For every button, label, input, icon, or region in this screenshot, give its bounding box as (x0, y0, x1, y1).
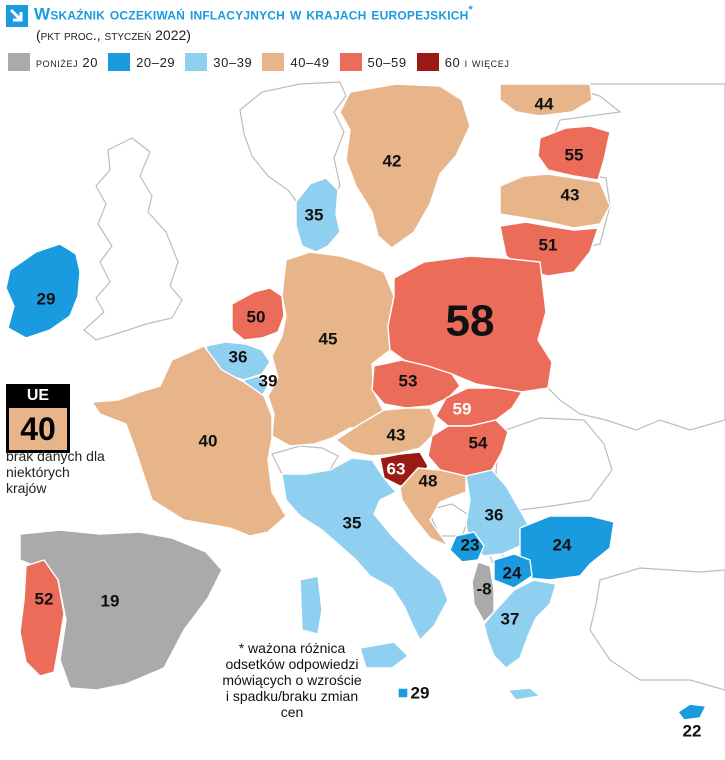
country-austria (334, 407, 437, 457)
value-latvia: 43 (561, 185, 580, 204)
value-estonia: 55 (565, 145, 584, 164)
legend-label: 50–59 (367, 54, 407, 70)
country-france (90, 345, 287, 537)
country-germany (267, 251, 395, 447)
legend-label: 20–29 (136, 54, 176, 70)
value-north-macedonia: 24 (503, 563, 522, 582)
country-value-labels: 44 42 55 43 51 35 29 50 36 39 45 58 53 5… (35, 94, 702, 740)
country-crete (506, 687, 542, 701)
country-norway (239, 81, 347, 209)
legend-item: 30–39 (185, 53, 252, 71)
chart-title: Wskaźnik oczekiwań inflacyjnych w krajac… (34, 4, 473, 25)
legend: poniżej 20 20–29 30–39 40–49 50–59 60 i … (8, 52, 510, 72)
country-greece (483, 579, 557, 669)
value-lithuania: 51 (539, 235, 558, 254)
value-germany: 45 (319, 329, 338, 348)
legend-item: 40–49 (262, 53, 329, 71)
value-spain: 19 (101, 591, 120, 610)
country-serbia (465, 469, 531, 557)
value-ireland: 29 (37, 289, 56, 308)
country-montenegro (449, 531, 485, 563)
chart-subtitle: (pkt proc., styczeń 2022) (36, 27, 191, 43)
europe-map: 44 42 55 43 51 35 29 50 36 39 45 58 53 5… (5, 81, 725, 740)
eu-label: UE (6, 384, 70, 408)
country-north-macedonia (493, 553, 533, 589)
value-czechia: 53 (399, 371, 418, 390)
legend-swatch (262, 53, 285, 71)
country-slovakia (435, 387, 524, 427)
value-finland: 44 (535, 94, 554, 113)
value-albania: -8 (476, 579, 491, 598)
country-italy (281, 457, 449, 642)
country-sweden (339, 83, 471, 249)
eu-value: 40 (6, 408, 70, 453)
legend-item: poniżej 20 (8, 53, 98, 71)
legend-item: 60 i więcej (416, 53, 510, 71)
value-slovakia: 59 (453, 399, 472, 418)
value-serbia: 36 (485, 505, 504, 524)
legend-swatch (185, 53, 208, 71)
country-portugal (19, 559, 65, 677)
country-netherlands (231, 287, 285, 341)
country-hungary (427, 419, 509, 477)
value-malta: 29 (411, 683, 430, 702)
legend-label: 30–39 (213, 54, 253, 70)
country-romania (495, 417, 613, 511)
country-estonia (537, 125, 611, 181)
value-hungary: 54 (469, 433, 488, 452)
country-cyprus (676, 703, 708, 721)
value-montenegro: 23 (461, 535, 480, 554)
country-sardinia (299, 575, 323, 635)
value-bulgaria: 24 (553, 535, 572, 554)
legend-label: poniżej 20 (36, 54, 99, 70)
countries (5, 83, 708, 721)
legend-label: 40–49 (290, 54, 330, 70)
value-slovenia: 63 (387, 459, 406, 478)
country-finland (499, 83, 593, 117)
country-denmark (295, 177, 341, 253)
country-malta (397, 687, 409, 699)
legend-swatch (108, 53, 131, 71)
value-cyprus: 22 (683, 721, 702, 740)
country-great-britain (83, 137, 183, 341)
title-text: Wskaźnik oczekiwań inflacyjnych w krajac… (34, 4, 469, 24)
title-marker: * (468, 4, 473, 16)
value-austria: 43 (387, 425, 406, 444)
country-sicily (359, 641, 410, 669)
legend-item: 20–29 (108, 53, 175, 71)
country-turkey (589, 567, 725, 691)
value-luxembourg: 39 (259, 371, 278, 390)
value-belgium: 36 (229, 347, 248, 366)
no-data-note: brak danych dla niektórych krajów (6, 448, 105, 496)
value-portugal: 52 (35, 589, 54, 608)
footnote: * ważona różnica odsetków odpowiedzi mów… (222, 640, 362, 720)
country-latvia (499, 173, 611, 229)
value-sweden: 42 (383, 151, 402, 170)
arrow-down-right-icon (6, 5, 28, 27)
legend-swatch (339, 53, 362, 71)
value-france: 40 (199, 431, 218, 450)
legend-label: 60 i więcej (444, 54, 510, 70)
value-greece: 37 (501, 609, 520, 628)
value-italy: 35 (343, 513, 362, 532)
value-poland: 58 (446, 297, 495, 346)
legend-item: 50–59 (339, 53, 407, 71)
legend-swatch (8, 53, 30, 71)
country-ireland (5, 243, 81, 339)
eu-average-box: UE 40 (6, 384, 70, 453)
value-denmark: 35 (305, 205, 324, 224)
legend-swatch (416, 53, 439, 71)
value-netherlands: 50 (247, 307, 266, 326)
header: Wskaźnik oczekiwań inflacyjnych w krajac… (0, 0, 725, 80)
value-croatia: 48 (419, 471, 438, 490)
